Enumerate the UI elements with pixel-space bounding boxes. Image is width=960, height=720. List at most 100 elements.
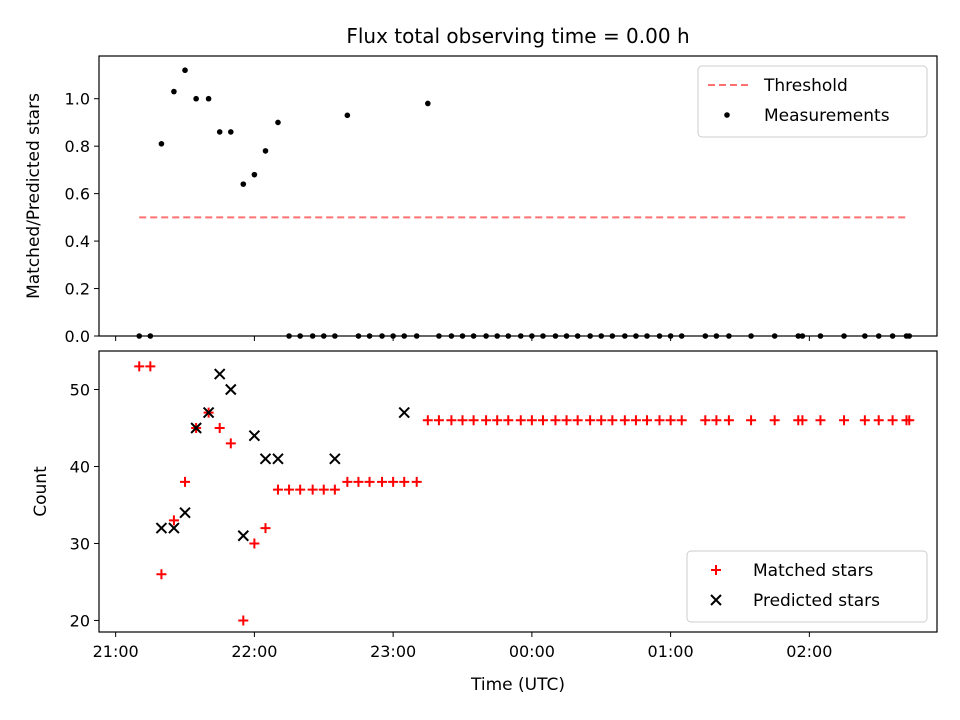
data-point [134, 361, 145, 372]
axes-frame [98, 350, 938, 633]
data-point [596, 415, 607, 426]
data-point [249, 538, 260, 549]
x-tick-label: 22:00 [231, 642, 277, 661]
legend-label: Threshold [763, 76, 848, 96]
y-tick-label: 0.6 [65, 185, 90, 204]
legend-label: Predicted stars [753, 591, 880, 611]
data-point [237, 530, 249, 542]
data-point [329, 453, 341, 465]
y-tick-label: 30 [70, 534, 90, 553]
x-tick-label: 23:00 [370, 642, 416, 661]
data-point [769, 415, 780, 426]
data-point [537, 415, 548, 426]
series-predicted-stars [155, 368, 410, 542]
data-point [307, 484, 318, 495]
data-point [607, 415, 618, 426]
data-point [642, 415, 653, 426]
legend-label: Measurements [764, 106, 890, 126]
data-point [364, 476, 375, 487]
y-tick-label: 20 [70, 611, 90, 630]
data-point [251, 171, 258, 178]
data-point [202, 406, 215, 419]
data-point [182, 67, 188, 74]
data-point [329, 484, 340, 495]
y-tick-label: 0.0 [65, 327, 90, 346]
y-axis-label: Count [31, 466, 51, 517]
data-point [156, 569, 167, 580]
data-point [425, 100, 431, 107]
data-point [676, 415, 687, 426]
data-point [171, 88, 177, 95]
data-point [260, 523, 271, 534]
y-axis-label: Matched/Predicted stars [24, 93, 44, 299]
data-point [526, 415, 537, 426]
y-tick-label: 40 [70, 457, 90, 476]
legend: Threshold Measurements [697, 65, 928, 138]
data-point [216, 129, 223, 135]
legend-box [686, 550, 928, 623]
data-point [193, 95, 199, 102]
data-point [238, 615, 249, 626]
data-point [145, 361, 156, 372]
data-point [318, 484, 329, 495]
legend-marker [710, 594, 722, 606]
data-point [723, 415, 734, 426]
data-point [168, 515, 179, 526]
data-point [158, 140, 165, 147]
x-tick-label: 01:00 [648, 642, 694, 661]
legend-label: Matched stars [753, 561, 873, 581]
data-point [344, 112, 351, 119]
x-tick-label: 21:00 [93, 642, 139, 661]
legend: Matched stars Predicted stars [686, 550, 928, 623]
data-point [295, 484, 306, 495]
data-point [700, 415, 711, 426]
data-point [248, 429, 261, 442]
data-point [284, 484, 295, 495]
data-point [377, 476, 388, 487]
data-point [179, 506, 191, 519]
data-point [262, 148, 269, 154]
data-point [180, 476, 191, 487]
data-point [550, 415, 561, 426]
data-point [446, 415, 457, 426]
data-point [411, 476, 422, 487]
data-point [815, 415, 826, 426]
data-point [214, 422, 225, 433]
data-point [503, 415, 514, 426]
data-point [168, 522, 180, 534]
data-point [259, 453, 272, 465]
x-axis-label: Time (UTC) [470, 675, 565, 695]
data-point [433, 415, 444, 426]
data-point [492, 415, 503, 426]
data-point [272, 484, 283, 495]
data-point [746, 415, 757, 426]
axes-frame [98, 55, 938, 337]
data-point [457, 415, 468, 426]
data-point [388, 476, 399, 487]
y-tick-label: 0.4 [65, 232, 90, 251]
y-tick-label: 50 [70, 380, 90, 399]
data-point [561, 415, 572, 426]
data-point [859, 415, 870, 426]
data-point [481, 415, 492, 426]
y-tick-label: 0.8 [65, 137, 90, 156]
data-point [342, 476, 353, 487]
chart-title: Flux total observing time = 0.00 h [346, 24, 689, 48]
data-point [353, 476, 364, 487]
data-point [225, 383, 237, 396]
x-tick-label: 00:00 [509, 642, 555, 661]
data-point [585, 415, 596, 426]
data-point [797, 415, 808, 426]
legend-marker [724, 112, 730, 118]
x-tick-label: 02:00 [786, 642, 832, 661]
data-point [272, 453, 284, 465]
data-point [398, 406, 410, 419]
data-point [275, 119, 281, 126]
data-point [515, 415, 526, 426]
data-point [228, 129, 234, 135]
data-point [225, 438, 236, 449]
data-point [665, 415, 676, 426]
data-point [887, 415, 898, 426]
data-point [711, 415, 722, 426]
